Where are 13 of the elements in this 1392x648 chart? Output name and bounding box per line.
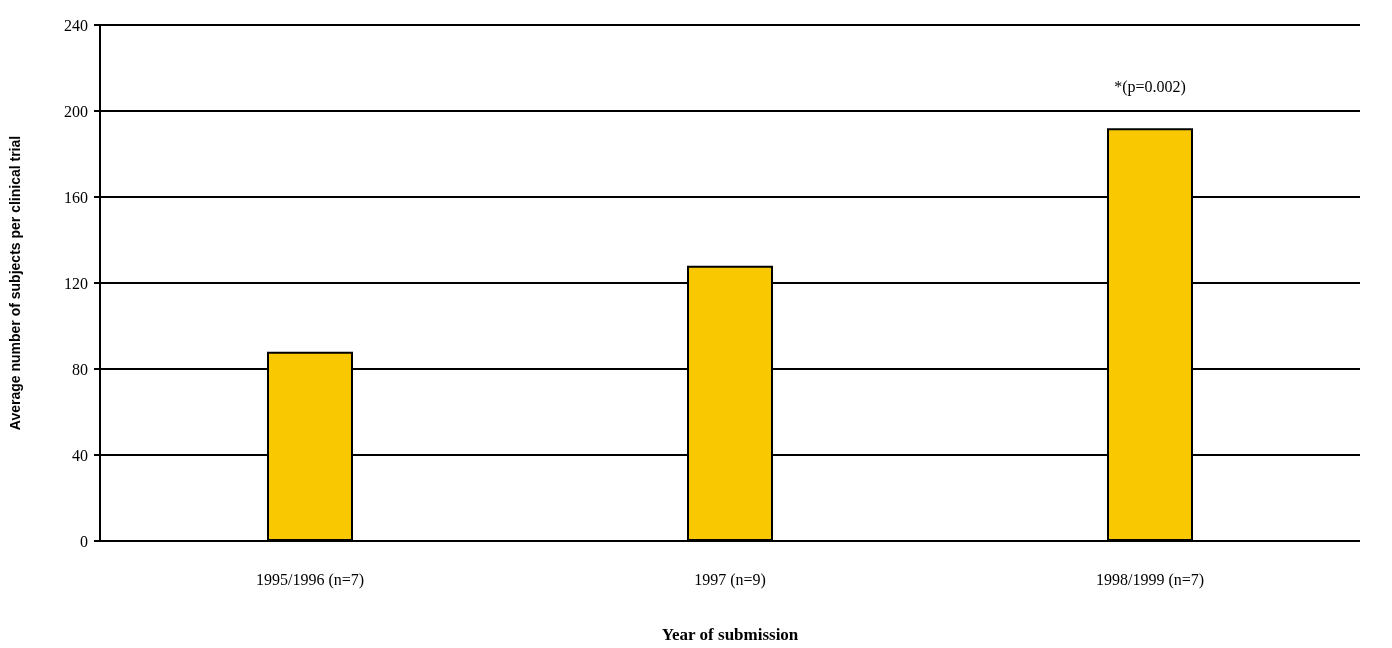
y-tick-label: 240 bbox=[64, 16, 88, 34]
y-tick-label: 120 bbox=[64, 274, 88, 292]
y-tick-label: 40 bbox=[72, 446, 88, 464]
annotation: *(p=0.002) bbox=[1114, 77, 1186, 96]
y-tick-label: 160 bbox=[64, 188, 88, 206]
y-tick-label: 200 bbox=[64, 102, 88, 120]
y-tick-label: 0 bbox=[80, 532, 88, 550]
x-tick-label: 1997 (n=9) bbox=[694, 570, 766, 589]
y-axis-title: Average number of subjects per clinical trial bbox=[7, 135, 23, 431]
y-tick-label: 80 bbox=[72, 360, 88, 378]
x-tick-label: 1995/1996 (n=7) bbox=[255, 570, 365, 589]
x-tick-label: 1998/1999 (n=7) bbox=[1095, 570, 1205, 589]
x-axis-title: Year of submission bbox=[661, 625, 799, 644]
